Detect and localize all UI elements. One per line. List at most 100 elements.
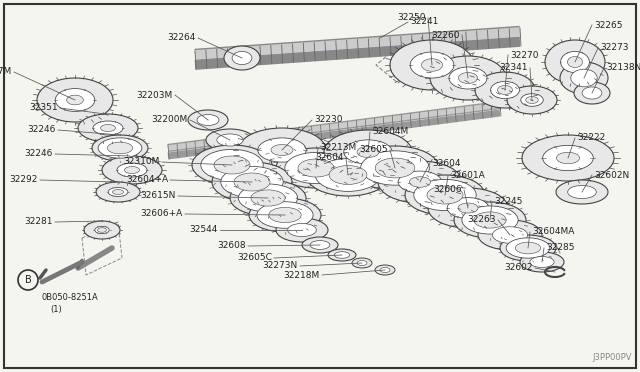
Text: 32246: 32246 — [24, 150, 53, 158]
Ellipse shape — [405, 175, 485, 215]
Text: 32608: 32608 — [218, 241, 246, 250]
Ellipse shape — [230, 180, 306, 216]
Ellipse shape — [521, 94, 543, 106]
Ellipse shape — [410, 52, 454, 78]
Text: 32615N: 32615N — [141, 192, 176, 201]
Text: 32602: 32602 — [504, 263, 533, 273]
Ellipse shape — [302, 237, 338, 253]
Text: 32273N: 32273N — [263, 262, 298, 270]
Text: 32203M: 32203M — [137, 90, 173, 99]
Ellipse shape — [108, 142, 132, 154]
Ellipse shape — [497, 86, 513, 94]
Ellipse shape — [568, 57, 582, 67]
Text: 0B050-8251A: 0B050-8251A — [42, 293, 99, 302]
Ellipse shape — [478, 220, 542, 250]
Ellipse shape — [522, 135, 614, 181]
Ellipse shape — [574, 82, 610, 104]
Ellipse shape — [475, 72, 535, 108]
Text: 32606+A: 32606+A — [141, 209, 183, 218]
Text: 32604: 32604 — [432, 158, 461, 167]
Text: 32604M: 32604M — [372, 128, 408, 137]
Ellipse shape — [288, 224, 316, 237]
Ellipse shape — [530, 257, 554, 267]
Ellipse shape — [378, 161, 462, 203]
Text: 32270: 32270 — [510, 51, 538, 60]
Text: 32218M: 32218M — [284, 270, 320, 279]
Ellipse shape — [316, 158, 381, 191]
Ellipse shape — [93, 121, 123, 135]
Ellipse shape — [329, 166, 367, 185]
Text: 32213M: 32213M — [320, 144, 356, 153]
Ellipse shape — [113, 189, 124, 195]
Ellipse shape — [500, 235, 556, 261]
Text: 32605C: 32605C — [237, 253, 272, 263]
Ellipse shape — [428, 188, 508, 228]
Ellipse shape — [414, 179, 476, 211]
Ellipse shape — [310, 241, 330, 249]
Ellipse shape — [357, 260, 367, 266]
Ellipse shape — [251, 190, 285, 206]
Ellipse shape — [276, 148, 356, 188]
Ellipse shape — [525, 96, 538, 103]
Ellipse shape — [197, 115, 219, 125]
Ellipse shape — [543, 145, 593, 171]
Ellipse shape — [201, 150, 263, 180]
Ellipse shape — [351, 146, 439, 190]
Ellipse shape — [257, 202, 313, 228]
Ellipse shape — [97, 228, 106, 232]
Text: 32341: 32341 — [499, 64, 528, 73]
Ellipse shape — [92, 135, 148, 161]
Ellipse shape — [100, 125, 115, 131]
Ellipse shape — [492, 227, 527, 243]
Ellipse shape — [102, 156, 162, 184]
Ellipse shape — [214, 156, 250, 174]
Text: (1): (1) — [50, 305, 61, 314]
Ellipse shape — [375, 158, 415, 178]
Text: 32604: 32604 — [316, 154, 344, 163]
Ellipse shape — [582, 87, 602, 99]
Ellipse shape — [285, 153, 347, 184]
Ellipse shape — [449, 67, 487, 89]
Ellipse shape — [454, 202, 526, 238]
Ellipse shape — [212, 162, 292, 202]
Ellipse shape — [352, 258, 372, 268]
Text: 32606: 32606 — [433, 186, 462, 195]
Ellipse shape — [515, 242, 541, 254]
Ellipse shape — [221, 166, 283, 198]
Ellipse shape — [67, 95, 83, 105]
Ellipse shape — [249, 198, 321, 232]
Text: 32605: 32605 — [360, 145, 388, 154]
Ellipse shape — [422, 59, 442, 71]
Text: 32230: 32230 — [314, 115, 342, 125]
Ellipse shape — [410, 177, 431, 187]
Ellipse shape — [188, 110, 228, 130]
Ellipse shape — [96, 182, 140, 202]
Text: B: B — [24, 275, 31, 285]
Ellipse shape — [447, 198, 489, 218]
Ellipse shape — [238, 128, 326, 172]
Ellipse shape — [55, 89, 95, 112]
Ellipse shape — [95, 227, 109, 234]
Ellipse shape — [491, 81, 520, 99]
Text: 32138N: 32138N — [606, 64, 640, 73]
Text: 32604+A: 32604+A — [126, 176, 168, 185]
Text: 32604MA: 32604MA — [532, 228, 574, 237]
Text: 32601A: 32601A — [450, 171, 484, 180]
Text: 32241: 32241 — [410, 17, 438, 26]
Ellipse shape — [507, 86, 557, 114]
Ellipse shape — [206, 129, 254, 151]
Text: 32260: 32260 — [431, 31, 460, 39]
Ellipse shape — [84, 221, 120, 239]
Ellipse shape — [375, 265, 395, 275]
Text: 32292: 32292 — [10, 176, 38, 185]
Ellipse shape — [238, 184, 298, 212]
Text: 32264: 32264 — [168, 33, 196, 42]
Ellipse shape — [78, 114, 138, 142]
Ellipse shape — [462, 206, 518, 234]
Ellipse shape — [125, 167, 140, 173]
Ellipse shape — [234, 173, 270, 191]
Text: 32265: 32265 — [594, 20, 623, 29]
Ellipse shape — [361, 151, 429, 185]
Ellipse shape — [556, 180, 608, 204]
Ellipse shape — [568, 185, 596, 199]
